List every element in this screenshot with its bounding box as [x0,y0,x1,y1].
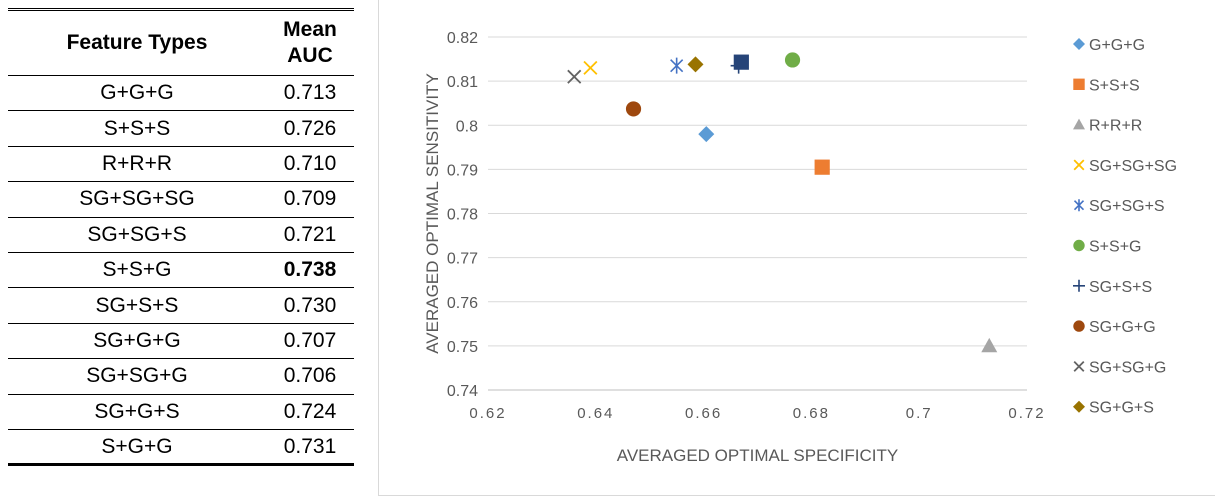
feature-type-cell: G+G+G [100,81,174,105]
y-tick-label: 0.8 [456,118,478,135]
mean-auc-cell: 0.726 [283,116,337,140]
feature-type-cell: SG+G+G [93,328,181,352]
feature-type-cell: SG+SG+S [87,222,187,246]
feature-type-cell: SG+SG+G [86,364,188,388]
legend-marker [1073,400,1085,413]
feature-type-cell: SG+SG+SG [79,187,195,211]
legend-marker [1073,279,1085,292]
x-tick-label: 0.68 [793,405,830,422]
table-row: SG+G+S 0.724 [8,394,354,430]
table-row: S+G+G 0.731 [8,429,354,465]
legend-label: S+S+G [1089,239,1141,256]
feature-type-cell: S+S+G [102,258,172,282]
mean-auc-cell: 0.713 [283,81,337,105]
legend-label: SG+G+G [1089,319,1156,336]
legend-marker [1073,320,1085,332]
data-point [784,52,801,68]
y-tick-label: 0.79 [447,162,478,179]
legend-marker [1073,118,1085,130]
data-point [730,57,747,74]
table-row: S+S+G 0.738 [8,252,354,288]
data-point [583,60,598,75]
x-tick-label: 0.7 [906,405,933,422]
x-tick-label: 0.62 [469,405,506,422]
table-row: SG+G+G 0.707 [8,323,354,359]
legend-label: S+S+S [1089,77,1140,94]
legend-label: SG+S+S [1089,279,1152,296]
legend-marker [1073,239,1085,252]
y-tick-label: 0.74 [447,383,478,400]
y-tick-label: 0.81 [447,74,478,91]
legend-marker [1073,38,1085,50]
y-tick-label: 0.75 [447,339,478,356]
feature-type-cell: R+R+R [101,151,173,175]
data-point [670,57,684,74]
table-row: G+G+G 0.713 [8,76,354,111]
legend-label: SG+SG+S [1089,198,1165,215]
feature-type-cell: SG+S+S [95,293,179,317]
data-point [814,159,830,175]
header-mean-auc: Mean AUC [266,9,354,76]
table-body: G+G+G 0.713 S+S+S 0.726 R+R+R 0.710 SG+SG+SG 0.… [8,76,354,465]
data-point [687,56,704,73]
legend-label: SG+SG+G [1089,359,1166,376]
legend-marker [1073,199,1085,212]
feature-type-cell: S+G+G [101,434,173,458]
data-point [625,101,642,117]
y-tick-label: 0.76 [447,295,478,312]
mean-auc-cell: 0.730 [283,293,337,317]
table-row: SG+SG+S 0.721 [8,217,354,253]
x-tick-label: 0.66 [685,405,722,422]
table-row: SG+S+S 0.730 [8,288,354,324]
data-point [567,69,582,84]
legend-marker [1073,78,1085,90]
table-row: SG+SG+SG 0.709 [8,182,354,218]
legend-marker [1073,360,1085,372]
mean-auc-cell: 0.731 [283,434,337,458]
table-row: R+R+R 0.710 [8,146,354,182]
feature-type-cell: SG+G+S [94,399,180,423]
table-row: S+S+S 0.726 [8,111,354,147]
legend-label: SG+G+S [1089,400,1154,417]
y-tick-label: 0.82 [447,30,478,47]
data-point [981,337,998,353]
mean-auc-cell: 0.706 [283,364,337,388]
legend-label: SG+SG+SG [1089,158,1177,175]
x-tick-label: 0.64 [577,405,614,422]
mean-auc-cell: 0.709 [283,187,337,211]
y-axis-title: AVERAGED OPTIMAL SENSITIVITY [423,73,442,354]
scatter-chart: 0.74 0.75 0.76 0.77 0.78 0.79 0.8 0.81 0.82 0.62 0… [423,30,1177,465]
y-tick-label: 0.78 [447,207,478,224]
x-tick-label: 0.72 [1008,405,1045,422]
legend-marker [1073,159,1085,171]
mean-auc-table: Feature Types Mean AUC G+G+G 0.713 S+S+S 0.… [8,8,354,466]
scatter-chart-area: 0.74 0.75 0.76 0.77 0.78 0.79 0.8 0.81 0.82 0.62 0… [378,0,1215,496]
mean-auc-cell: 0.721 [283,222,337,246]
data-point [733,54,749,70]
table-row: SG+SG+G 0.706 [8,359,354,395]
mean-auc-cell: 0.724 [283,399,337,423]
header-feature-types: Feature Types [8,9,266,76]
y-tick-label: 0.77 [447,251,478,268]
mean-auc-cell: 0.710 [283,151,337,175]
table-header-row: Feature Types Mean AUC [8,9,354,76]
mean-auc-cell: 0.707 [283,328,337,352]
feature-type-cell: S+S+S [103,116,171,140]
legend-label: G+G+G [1089,37,1145,54]
legend-label: R+R+R [1089,118,1142,135]
mean-auc-cell: 0.738 [283,258,337,282]
x-axis-title: AVERAGED OPTIMAL SPECIFICITY [617,446,899,465]
data-point [698,126,715,143]
